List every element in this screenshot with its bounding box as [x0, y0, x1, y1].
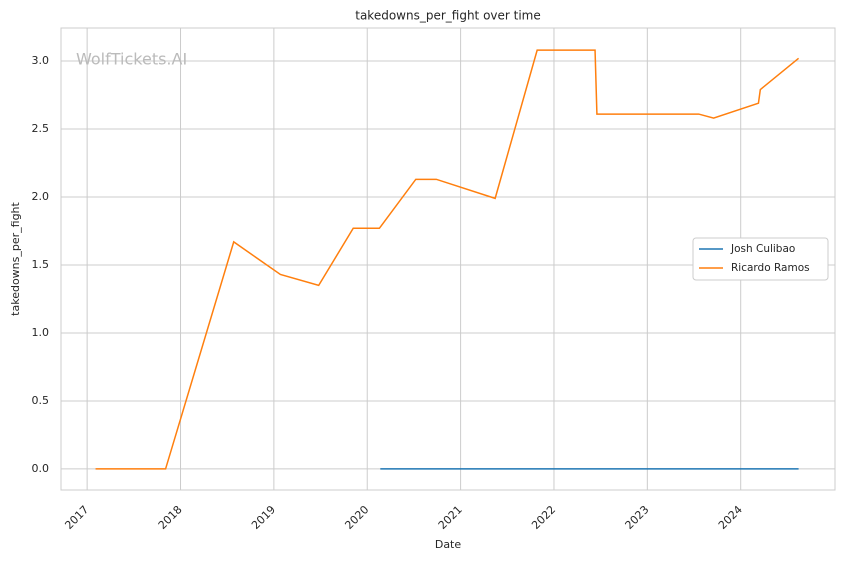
x-tick-label: 2023	[623, 503, 652, 532]
x-tick-label: 2020	[342, 503, 371, 532]
legend-label: Josh Culibao	[730, 243, 795, 255]
x-tick-label: 2021	[436, 503, 465, 532]
y-axis-label: takedowns_per_fight	[9, 201, 22, 315]
watermark: WolfTickets.AI	[76, 50, 187, 69]
y-tick-label: 2.0	[32, 190, 50, 203]
legend-label: Ricardo Ramos	[731, 262, 810, 274]
y-tick-label: 2.5	[32, 122, 50, 135]
y-tick-label: 0.5	[32, 394, 50, 407]
x-tick-label: 2024	[716, 503, 745, 532]
line	[95, 49, 800, 470]
y-tick-label: 1.5	[32, 258, 50, 271]
y-tick-label: 1.0	[32, 326, 50, 339]
x-tick-label: 2022	[529, 503, 558, 532]
x-tick-label: 2017	[62, 503, 91, 532]
x-axis-label: Date	[435, 538, 462, 551]
y-tick-label: 0.0	[32, 462, 50, 475]
x-tick-label: 2019	[249, 503, 278, 532]
x-tick-label: 2018	[156, 503, 185, 532]
y-tick-label: 3.0	[32, 54, 50, 67]
legend	[692, 237, 829, 281]
chart-title: takedowns_per_fight over time	[355, 9, 541, 23]
